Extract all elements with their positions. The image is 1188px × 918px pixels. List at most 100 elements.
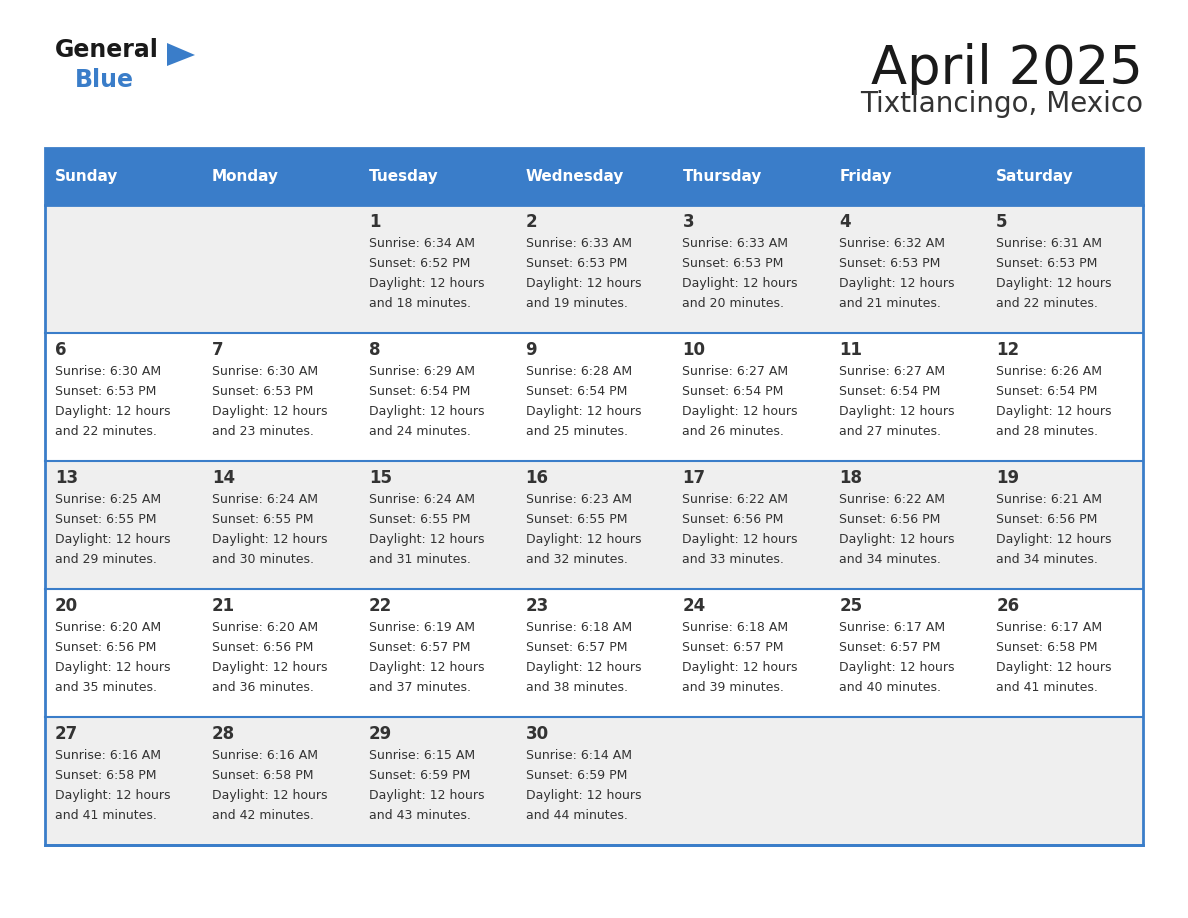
Text: 16: 16 xyxy=(525,469,549,487)
Text: and 26 minutes.: and 26 minutes. xyxy=(682,425,784,438)
Text: 29: 29 xyxy=(368,725,392,743)
Text: and 19 minutes.: and 19 minutes. xyxy=(525,297,627,310)
Bar xyxy=(986,461,1143,589)
Bar xyxy=(359,148,516,205)
Text: Sunset: 6:53 PM: Sunset: 6:53 PM xyxy=(55,385,157,398)
Text: Sunrise: 6:15 AM: Sunrise: 6:15 AM xyxy=(368,749,475,762)
Text: Daylight: 12 hours: Daylight: 12 hours xyxy=(997,405,1112,418)
Text: Sunset: 6:59 PM: Sunset: 6:59 PM xyxy=(368,769,470,782)
Text: 18: 18 xyxy=(839,469,862,487)
Text: Sunrise: 6:33 AM: Sunrise: 6:33 AM xyxy=(525,237,632,250)
Text: Daylight: 12 hours: Daylight: 12 hours xyxy=(997,661,1112,674)
Text: and 39 minutes.: and 39 minutes. xyxy=(682,681,784,694)
Text: and 22 minutes.: and 22 minutes. xyxy=(55,425,157,438)
Text: Sunrise: 6:24 AM: Sunrise: 6:24 AM xyxy=(368,493,475,506)
Text: Daylight: 12 hours: Daylight: 12 hours xyxy=(211,661,328,674)
Text: Sunset: 6:55 PM: Sunset: 6:55 PM xyxy=(55,513,157,526)
Text: and 40 minutes.: and 40 minutes. xyxy=(839,681,941,694)
Text: Wednesday: Wednesday xyxy=(525,169,624,184)
Text: Sunset: 6:55 PM: Sunset: 6:55 PM xyxy=(211,513,314,526)
Text: Sunset: 6:57 PM: Sunset: 6:57 PM xyxy=(682,641,784,654)
Text: Sunset: 6:54 PM: Sunset: 6:54 PM xyxy=(525,385,627,398)
Text: 17: 17 xyxy=(682,469,706,487)
Text: and 37 minutes.: and 37 minutes. xyxy=(368,681,470,694)
Text: Daylight: 12 hours: Daylight: 12 hours xyxy=(525,533,642,546)
Bar xyxy=(516,461,672,589)
Text: and 43 minutes.: and 43 minutes. xyxy=(368,809,470,822)
Text: 4: 4 xyxy=(839,213,851,231)
Text: and 35 minutes.: and 35 minutes. xyxy=(55,681,157,694)
Bar xyxy=(359,717,516,845)
Bar xyxy=(45,589,202,717)
Bar xyxy=(516,717,672,845)
Text: 21: 21 xyxy=(211,597,235,615)
Text: Daylight: 12 hours: Daylight: 12 hours xyxy=(682,277,798,290)
Text: and 24 minutes.: and 24 minutes. xyxy=(368,425,470,438)
Text: and 32 minutes.: and 32 minutes. xyxy=(525,553,627,566)
Text: Sunrise: 6:28 AM: Sunrise: 6:28 AM xyxy=(525,365,632,378)
Text: Sunrise: 6:22 AM: Sunrise: 6:22 AM xyxy=(682,493,789,506)
Text: Sunset: 6:58 PM: Sunset: 6:58 PM xyxy=(55,769,157,782)
Text: Daylight: 12 hours: Daylight: 12 hours xyxy=(525,277,642,290)
Text: and 22 minutes.: and 22 minutes. xyxy=(997,297,1098,310)
Bar xyxy=(359,333,516,461)
Bar xyxy=(202,717,359,845)
Bar xyxy=(672,717,829,845)
Text: Daylight: 12 hours: Daylight: 12 hours xyxy=(997,277,1112,290)
Text: Sunrise: 6:22 AM: Sunrise: 6:22 AM xyxy=(839,493,946,506)
Text: 15: 15 xyxy=(368,469,392,487)
Text: Sunset: 6:53 PM: Sunset: 6:53 PM xyxy=(525,257,627,270)
Text: Daylight: 12 hours: Daylight: 12 hours xyxy=(368,789,485,802)
Text: Sunrise: 6:17 AM: Sunrise: 6:17 AM xyxy=(997,621,1102,634)
Bar xyxy=(359,461,516,589)
Text: Sunrise: 6:16 AM: Sunrise: 6:16 AM xyxy=(55,749,162,762)
Text: 5: 5 xyxy=(997,213,1007,231)
Text: and 25 minutes.: and 25 minutes. xyxy=(525,425,627,438)
Text: 13: 13 xyxy=(55,469,78,487)
Bar xyxy=(45,205,202,333)
Text: 7: 7 xyxy=(211,341,223,359)
Text: Daylight: 12 hours: Daylight: 12 hours xyxy=(525,405,642,418)
Text: and 42 minutes.: and 42 minutes. xyxy=(211,809,314,822)
Text: Saturday: Saturday xyxy=(997,169,1074,184)
Bar xyxy=(202,461,359,589)
Bar xyxy=(516,589,672,717)
Bar xyxy=(516,205,672,333)
Text: Sunrise: 6:30 AM: Sunrise: 6:30 AM xyxy=(211,365,318,378)
Text: Daylight: 12 hours: Daylight: 12 hours xyxy=(682,533,798,546)
Text: Sunset: 6:54 PM: Sunset: 6:54 PM xyxy=(368,385,470,398)
Text: 8: 8 xyxy=(368,341,380,359)
Text: Blue: Blue xyxy=(75,68,134,92)
Text: Daylight: 12 hours: Daylight: 12 hours xyxy=(55,661,171,674)
Text: Daylight: 12 hours: Daylight: 12 hours xyxy=(368,533,485,546)
Text: and 27 minutes.: and 27 minutes. xyxy=(839,425,941,438)
Text: Sunset: 6:55 PM: Sunset: 6:55 PM xyxy=(368,513,470,526)
Text: Daylight: 12 hours: Daylight: 12 hours xyxy=(55,789,171,802)
Text: 26: 26 xyxy=(997,597,1019,615)
Text: Sunrise: 6:17 AM: Sunrise: 6:17 AM xyxy=(839,621,946,634)
Text: Sunset: 6:53 PM: Sunset: 6:53 PM xyxy=(682,257,784,270)
Bar xyxy=(829,589,986,717)
Text: Sunrise: 6:27 AM: Sunrise: 6:27 AM xyxy=(682,365,789,378)
Text: Daylight: 12 hours: Daylight: 12 hours xyxy=(525,661,642,674)
Text: 2: 2 xyxy=(525,213,537,231)
Text: Sunset: 6:54 PM: Sunset: 6:54 PM xyxy=(682,385,784,398)
Text: Sunrise: 6:34 AM: Sunrise: 6:34 AM xyxy=(368,237,475,250)
Text: Sunrise: 6:29 AM: Sunrise: 6:29 AM xyxy=(368,365,475,378)
Text: Sunrise: 6:18 AM: Sunrise: 6:18 AM xyxy=(525,621,632,634)
Text: 27: 27 xyxy=(55,725,78,743)
Text: Sunrise: 6:16 AM: Sunrise: 6:16 AM xyxy=(211,749,318,762)
Text: Sunset: 6:55 PM: Sunset: 6:55 PM xyxy=(525,513,627,526)
Text: Daylight: 12 hours: Daylight: 12 hours xyxy=(839,533,955,546)
Text: Sunday: Sunday xyxy=(55,169,119,184)
Bar xyxy=(202,205,359,333)
Text: Sunset: 6:58 PM: Sunset: 6:58 PM xyxy=(997,641,1098,654)
Text: and 18 minutes.: and 18 minutes. xyxy=(368,297,470,310)
Bar xyxy=(829,717,986,845)
Text: 25: 25 xyxy=(839,597,862,615)
Text: and 29 minutes.: and 29 minutes. xyxy=(55,553,157,566)
Text: 20: 20 xyxy=(55,597,78,615)
Text: 23: 23 xyxy=(525,597,549,615)
Text: and 28 minutes.: and 28 minutes. xyxy=(997,425,1098,438)
Text: Sunrise: 6:27 AM: Sunrise: 6:27 AM xyxy=(839,365,946,378)
